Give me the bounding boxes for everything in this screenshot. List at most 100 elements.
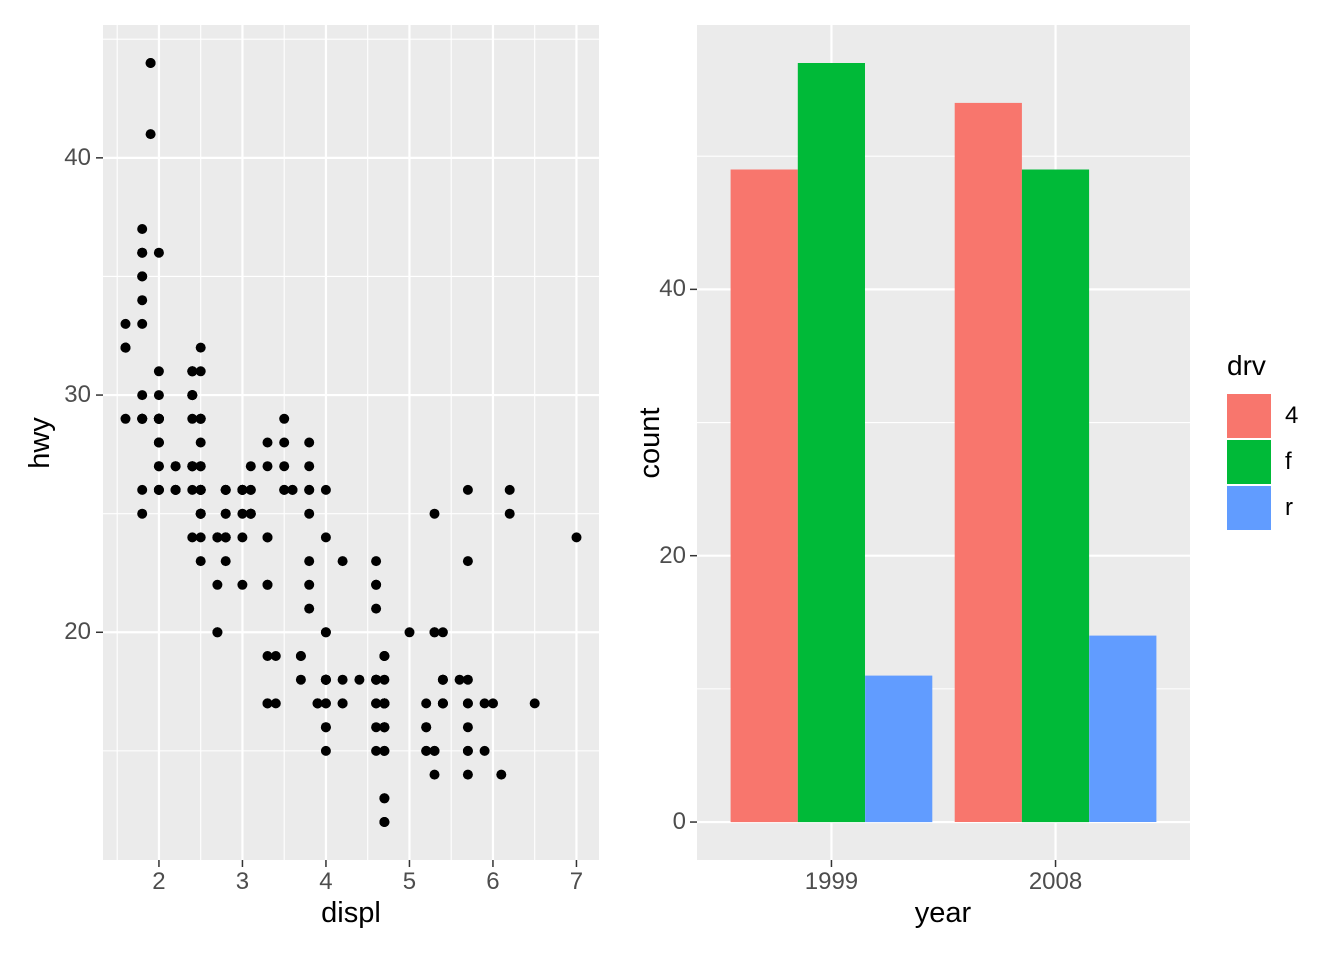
- scatter-point: [354, 674, 365, 685]
- scatter-x-tick-label: 6: [486, 868, 500, 895]
- scatter-point: [379, 793, 390, 804]
- scatter-point: [462, 674, 473, 685]
- scatter-point: [371, 579, 382, 590]
- scatter-point: [304, 437, 315, 448]
- scatter-point: [262, 461, 273, 472]
- scatter-point: [262, 532, 273, 543]
- scatter-point: [262, 437, 273, 448]
- scatter-point: [479, 698, 490, 709]
- scatter-point: [320, 627, 331, 638]
- scatter-point: [279, 484, 290, 495]
- scatter-point: [462, 698, 473, 709]
- scatter-point: [137, 318, 148, 329]
- scatter-point: [212, 532, 223, 543]
- bar-y-axis-title: count: [634, 407, 666, 479]
- scatter-point: [195, 342, 206, 353]
- scatter-point: [237, 508, 248, 519]
- bar-2008-drv-r: [1089, 635, 1157, 822]
- scatter-point: [320, 722, 331, 733]
- scatter-point: [462, 556, 473, 567]
- scatter-point: [137, 295, 148, 306]
- legend-swatch-rear: [1227, 486, 1271, 530]
- scatter-point: [237, 484, 248, 495]
- scatter-point: [320, 484, 331, 495]
- scatter-point: [421, 722, 432, 733]
- scatter-point: [220, 484, 231, 495]
- scatter-point: [404, 627, 415, 638]
- scatter-point: [287, 484, 298, 495]
- scatter-point: [120, 413, 131, 424]
- scatter-point: [137, 508, 148, 519]
- scatter-point: [220, 532, 231, 543]
- scatter-point: [187, 390, 198, 401]
- scatter-point: [262, 579, 273, 590]
- scatter-point: [462, 722, 473, 733]
- scatter-y-tick-label: 30: [64, 381, 91, 409]
- scatter-point: [429, 627, 440, 638]
- scatter-point: [320, 698, 331, 709]
- scatter-point: [187, 413, 198, 424]
- scatter-point: [479, 745, 490, 756]
- legend-label-front: f: [1285, 448, 1292, 475]
- scatter-point: [153, 247, 164, 258]
- scatter-point: [245, 508, 256, 519]
- scatter-point: [153, 366, 164, 377]
- scatter-x-tick-label: 4: [319, 868, 333, 895]
- scatter-point: [437, 698, 448, 709]
- scatter-point: [270, 651, 281, 661]
- scatter-point: [145, 58, 156, 68]
- scatter-point: [421, 745, 432, 756]
- scatter-point: [262, 698, 273, 709]
- bar-y-tick-label: 40: [659, 275, 686, 303]
- scatter-point: [437, 627, 448, 638]
- scatter-point: [220, 556, 231, 567]
- bar-1999-drv-4: [730, 169, 798, 823]
- scatter-point: [462, 745, 473, 756]
- scatter-y-tick-label: 40: [64, 143, 91, 171]
- scatter-y-tick-label: 20: [64, 618, 91, 646]
- scatter-point: [504, 508, 515, 519]
- bar-y-tick-label: 0: [672, 808, 686, 836]
- scatter-point: [462, 484, 473, 495]
- scatter-point: [245, 484, 256, 495]
- scatter-point: [170, 484, 181, 495]
- scatter-x-tick-label: 3: [235, 868, 250, 895]
- scatter-point: [437, 674, 448, 685]
- scatter-point: [195, 508, 206, 519]
- scatter-point: [504, 484, 515, 495]
- scatter-point: [337, 698, 348, 709]
- scatter-point: [237, 579, 248, 590]
- scatter-point: [304, 484, 315, 495]
- scatter-panel-background: [103, 25, 599, 860]
- scatter-point: [295, 674, 306, 685]
- scatter-point: [195, 484, 206, 495]
- scatter-point: [195, 437, 206, 448]
- scatter-point: [153, 484, 164, 495]
- scatter-point: [320, 745, 331, 756]
- scatter-point: [379, 817, 390, 827]
- scatter-point: [379, 674, 390, 685]
- scatter-point: [379, 722, 390, 733]
- scatter-point: [304, 579, 315, 590]
- legend-title: drv: [1227, 350, 1266, 381]
- scatter-point: [195, 366, 206, 377]
- scatter-point: [270, 698, 281, 709]
- scatter-point: [212, 579, 223, 590]
- scatter-point: [120, 318, 131, 329]
- bar-1999-drv-r: [865, 675, 933, 823]
- scatter-x-axis-title: displ: [321, 897, 381, 929]
- legend-drv: drv 4 f r: [1227, 350, 1298, 532]
- scatter-point: [195, 413, 206, 424]
- legend-swatch-front: [1227, 440, 1271, 484]
- scatter-point: [145, 129, 156, 140]
- scatter-point: [187, 532, 198, 543]
- bar-2008-drv-4: [954, 102, 1022, 822]
- scatter-point: [421, 698, 432, 709]
- scatter-point: [137, 413, 148, 424]
- scatter-point: [153, 413, 164, 424]
- scatter-point: [371, 745, 382, 756]
- scatter-x-tick-label: 5: [402, 868, 417, 895]
- scatter-point: [237, 532, 248, 543]
- legend-item-front: f: [1227, 440, 1298, 484]
